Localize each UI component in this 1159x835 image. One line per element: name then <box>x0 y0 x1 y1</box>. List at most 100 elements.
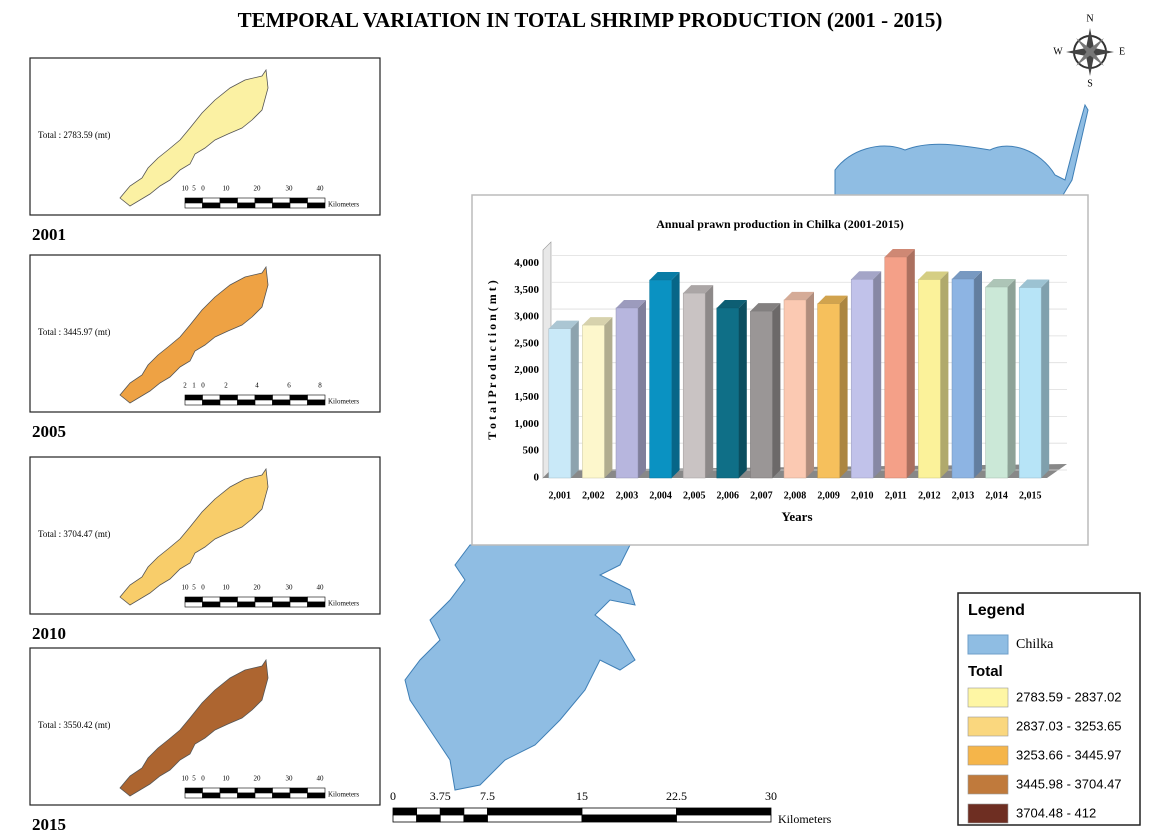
scale-segment <box>289 792 308 799</box>
title: TEMPORAL VARIATION IN TOTAL SHRIMP PRODU… <box>238 8 943 32</box>
legend-swatch <box>967 634 1009 655</box>
scale-label: 4 <box>255 382 259 390</box>
bar-top <box>817 295 848 304</box>
legend-subtitle: Total <box>968 663 1003 680</box>
x-tick-label: 2,014 <box>985 490 1008 501</box>
compass-label: W <box>1053 46 1063 57</box>
bar-side <box>906 248 915 478</box>
scale-segment <box>289 394 308 401</box>
bar-top <box>952 270 982 279</box>
y-tick-label: 2,500 <box>514 337 539 349</box>
legend-swatch <box>967 687 1009 708</box>
scale-label: 22.5 <box>666 789 687 803</box>
bar-top <box>918 271 949 280</box>
bar-side <box>570 320 579 478</box>
scale-segment <box>272 601 291 608</box>
scale-segment <box>289 596 308 603</box>
bar-side <box>940 271 949 478</box>
scale-label: 0 <box>201 584 205 592</box>
legend-label: 2837.03 - 3253.65 <box>1016 718 1122 733</box>
scale-segment <box>184 792 203 799</box>
bar-top <box>649 272 680 281</box>
compass-label: S <box>1087 78 1093 89</box>
scale-segment <box>307 197 326 204</box>
scale-label: 5 <box>192 775 196 783</box>
x-axis-label: Years <box>781 509 812 524</box>
scale-segment <box>581 807 677 816</box>
total-label: Total : 3445.97 (mt) <box>38 327 110 337</box>
scale-label: 10 <box>223 584 231 592</box>
map-panel: Total : 2783.59 (mt)10 5 0 10 20 30 40Kilomete… <box>29 57 381 216</box>
y-tick-label: 500 <box>523 445 540 457</box>
legend-swatch <box>967 716 1009 737</box>
scale-segment <box>307 787 326 794</box>
scale-label: 0 <box>390 789 396 803</box>
chart-title: Annual prawn production in Chilka (2001-… <box>656 217 904 231</box>
y-axis-label: T o t a l P r o d u c t i o n ( m t ) <box>485 280 499 440</box>
scale-segment <box>289 197 308 204</box>
scale-segment <box>289 787 308 794</box>
scale-label: 0 <box>201 185 205 193</box>
map-panel: Total : 3550.42 (mt)10 5 0 10 20 30 40Kilomete… <box>29 647 381 806</box>
scale-segment <box>307 394 326 401</box>
scale-segment <box>416 807 441 816</box>
scale-label: 20 <box>254 775 262 783</box>
year-label: 2010 <box>32 624 66 643</box>
scale-segment <box>202 787 221 794</box>
lake-shape <box>119 658 269 797</box>
scale-label: 1 <box>192 382 196 390</box>
bar <box>884 256 908 479</box>
year-label: 2001 <box>32 225 66 244</box>
bar <box>951 278 975 479</box>
scale-segment <box>272 792 291 799</box>
scale-segment <box>202 202 221 209</box>
x-tick-label: 2,001 <box>549 490 572 501</box>
year-label: 2015 <box>32 815 66 834</box>
bar-top <box>884 248 915 257</box>
bar-top <box>1019 279 1050 288</box>
scale-label: 3.75 <box>430 789 451 803</box>
scale-segment <box>272 202 291 209</box>
bar-side <box>873 271 882 478</box>
scale-unit: Kilometers <box>328 398 359 406</box>
scale-label: 7.5 <box>480 789 495 803</box>
scale-label: 2 <box>183 382 187 390</box>
total-label: Total : 3704.47 (mt) <box>38 529 110 539</box>
scale-segment <box>289 399 308 406</box>
legend-label: 3704.48 - 412 <box>1016 805 1096 820</box>
lake-shape <box>119 68 269 207</box>
bar-side <box>1041 279 1050 478</box>
bar-side <box>671 272 680 478</box>
scale-label: 10 <box>223 185 231 193</box>
legend-label: 2783.59 - 2837.02 <box>1016 689 1122 704</box>
scale-segment <box>254 399 273 406</box>
scale-segment <box>272 399 291 406</box>
bar <box>582 324 605 479</box>
scale-label: 6 <box>287 382 291 390</box>
scale-segment <box>184 399 203 406</box>
scale-label: 2 <box>224 382 228 390</box>
map-panel: Total : 3704.47 (mt)10 5 0 10 20 30 40Kilomete… <box>29 456 381 615</box>
bar-side <box>705 285 714 478</box>
scale-label: 10 <box>182 584 190 592</box>
y-tick-label: 1,000 <box>514 418 539 430</box>
scale-segment <box>439 814 465 823</box>
y-tick-label: 4,000 <box>514 257 539 269</box>
bar-side <box>974 270 982 478</box>
scale-label: 8 <box>318 382 322 390</box>
year-label: 2005 <box>32 422 66 441</box>
scale-unit: Kilometers <box>328 600 359 608</box>
scale-segment <box>289 601 308 608</box>
bar-side <box>638 299 646 478</box>
scale-segment <box>254 197 273 204</box>
scale-segment <box>202 601 221 608</box>
scale-segment <box>272 787 291 794</box>
scale-segment <box>219 202 238 209</box>
total-label: Total : 2783.59 (mt) <box>38 130 110 140</box>
legend-label: Chilka <box>1016 637 1054 652</box>
scale-segment <box>237 394 256 401</box>
scale-segment <box>676 807 772 816</box>
scale-segment <box>272 394 291 401</box>
